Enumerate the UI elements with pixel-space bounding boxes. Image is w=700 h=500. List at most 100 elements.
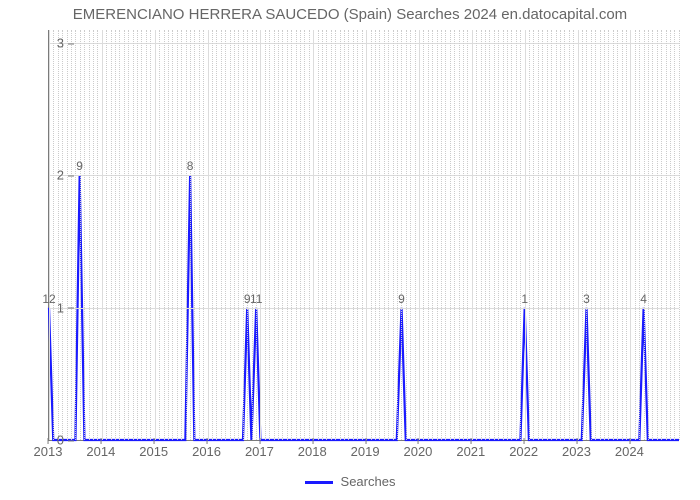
gridline-v-minor: [344, 30, 345, 440]
gridline-v-minor: [278, 30, 279, 440]
gridline-v-minor: [586, 30, 587, 440]
gridline-v-minor: [304, 30, 305, 440]
gridline-v-minor: [331, 30, 332, 440]
gridline-v-minor: [243, 30, 244, 440]
gridline-v: [472, 30, 473, 440]
gridline-v-minor: [582, 30, 583, 440]
gridline-h: [49, 43, 679, 44]
gridline-v-minor: [159, 30, 160, 440]
x-tick-label: 2013: [34, 444, 63, 459]
gridline-v-minor: [384, 30, 385, 440]
gridline-v-minor: [485, 30, 486, 440]
gridline-v-minor: [600, 30, 601, 440]
x-tick-label: 2015: [139, 444, 168, 459]
gridline-v-minor: [97, 30, 98, 440]
gridline-v-minor: [318, 30, 319, 440]
y-tick-label: 2: [48, 168, 64, 183]
point-label: 3: [583, 292, 590, 306]
gridline-v-minor: [388, 30, 389, 440]
chart-title: EMERENCIANO HERRERA SAUCEDO (Spain) Sear…: [0, 6, 700, 23]
gridline-v-minor: [459, 30, 460, 440]
gridline-v-minor: [353, 30, 354, 440]
x-tick-label: 2024: [615, 444, 644, 459]
gridline-v-minor: [84, 30, 85, 440]
gridline-v: [155, 30, 156, 440]
gridline-v: [419, 30, 420, 440]
gridline-v-minor: [520, 30, 521, 440]
gridline-v-minor: [106, 30, 107, 440]
gridline-v-minor: [415, 30, 416, 440]
gridline-v-minor: [494, 30, 495, 440]
gridline-v-minor: [432, 30, 433, 440]
gridline-v-minor: [652, 30, 653, 440]
gridline-v-minor: [128, 30, 129, 440]
gridline-v-minor: [252, 30, 253, 440]
gridline-v-minor: [221, 30, 222, 440]
point-label: 9: [398, 292, 405, 306]
x-tick-label: 2019: [351, 444, 380, 459]
gridline-v-minor: [172, 30, 173, 440]
gridline-v-minor: [348, 30, 349, 440]
gridline-v-minor: [639, 30, 640, 440]
x-tick-label: 2014: [86, 444, 115, 459]
gridline-v: [366, 30, 367, 440]
legend-swatch: [305, 481, 333, 484]
gridline-v-minor: [445, 30, 446, 440]
gridline-v-minor: [238, 30, 239, 440]
legend-label: Searches: [341, 474, 396, 489]
gridline-v-minor: [613, 30, 614, 440]
gridline-v-minor: [622, 30, 623, 440]
gridline-v-minor: [503, 30, 504, 440]
gridline-v-minor: [450, 30, 451, 440]
gridline-v-minor: [481, 30, 482, 440]
point-label: 9: [76, 159, 83, 173]
gridline-v-minor: [133, 30, 134, 440]
gridline-v-minor: [547, 30, 548, 440]
gridline-v-minor: [428, 30, 429, 440]
y-tick-label: 3: [48, 36, 64, 51]
gridline-v: [313, 30, 314, 440]
gridline-v: [525, 30, 526, 440]
gridline-v-minor: [371, 30, 372, 440]
gridline-v-minor: [441, 30, 442, 440]
gridline-v-minor: [234, 30, 235, 440]
gridline-v-minor: [150, 30, 151, 440]
gridline-v-minor: [186, 30, 187, 440]
gridline-v-minor: [533, 30, 534, 440]
gridline-v-minor: [111, 30, 112, 440]
x-tick-label: 2022: [509, 444, 538, 459]
gridline-v-minor: [362, 30, 363, 440]
gridline-v: [49, 30, 50, 440]
gridline-v-minor: [287, 30, 288, 440]
gridline-v-minor: [573, 30, 574, 440]
gridline-v-minor: [53, 30, 54, 440]
gridline-v-minor: [216, 30, 217, 440]
point-label: 4: [640, 292, 647, 306]
gridline-v-minor: [80, 30, 81, 440]
gridline-v-minor: [115, 30, 116, 440]
gridline-v-minor: [454, 30, 455, 440]
gridline-v-minor: [375, 30, 376, 440]
gridline-v-minor: [177, 30, 178, 440]
gridline-h: [49, 175, 679, 176]
gridline-v-minor: [507, 30, 508, 440]
gridline-v-minor: [591, 30, 592, 440]
gridline-v-minor: [322, 30, 323, 440]
gridline-v-minor: [401, 30, 402, 440]
gridline-v-minor: [89, 30, 90, 440]
gridline-v-minor: [119, 30, 120, 440]
gridline-v-minor: [137, 30, 138, 440]
point-label: 8: [187, 159, 194, 173]
gridline-v-minor: [529, 30, 530, 440]
gridline-v-minor: [265, 30, 266, 440]
gridline-v-minor: [608, 30, 609, 440]
gridline-v-minor: [556, 30, 557, 440]
gridline-v-minor: [679, 30, 680, 440]
gridline-v: [260, 30, 261, 440]
legend: Searches: [0, 474, 700, 489]
point-label: 11: [250, 292, 262, 306]
gridline-v-minor: [340, 30, 341, 440]
gridline-v-minor: [168, 30, 169, 440]
gridline-v-minor: [164, 30, 165, 440]
gridline-v-minor: [476, 30, 477, 440]
